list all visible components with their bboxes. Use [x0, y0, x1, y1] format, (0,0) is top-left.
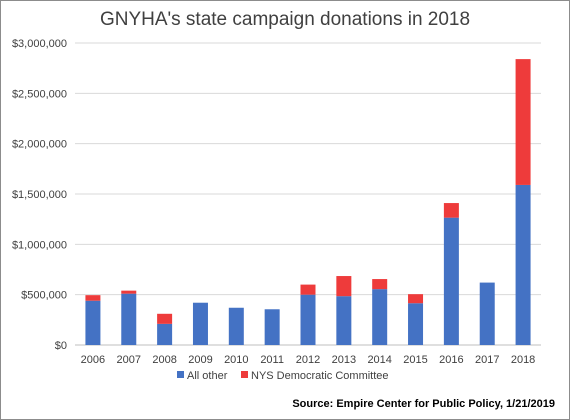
bar-segment-all-other	[479, 282, 495, 345]
chart-title: GNYHA's state campaign donations in 2018	[100, 9, 470, 30]
y-axis-labels: $0 $500,000 $1,000,000 $1,500,000 $2,000,000…	[12, 38, 67, 352]
bar-segment-nys-democratic-committee	[515, 59, 531, 185]
bars	[85, 59, 531, 345]
gridlines	[75, 42, 541, 346]
bar-segment-all-other	[372, 289, 388, 345]
x-tick-label: 2007	[117, 354, 141, 366]
bar-segment-all-other	[300, 294, 316, 345]
bar-segment-all-other	[192, 302, 208, 345]
y-tick-label: $1,500,000	[12, 189, 67, 201]
bar-segment-nys-democratic-committee	[372, 279, 388, 290]
x-tick-label: 2016	[439, 354, 463, 366]
bar-segment-nys-democratic-committee	[300, 284, 316, 295]
x-tick-label: 2018	[511, 354, 535, 366]
legend-label: All other	[187, 370, 228, 382]
legend-label: NYS Democratic Committee	[251, 370, 389, 382]
x-tick-label: 2008	[152, 354, 176, 366]
x-tick-label: 2013	[332, 354, 356, 366]
x-tick-label: 2006	[81, 354, 105, 366]
y-tick-label: $1,000,000	[12, 239, 67, 251]
y-tick-label: $2,000,000	[12, 139, 67, 151]
bar-segment-all-other	[264, 309, 280, 345]
bar-segment-nys-democratic-committee	[85, 295, 101, 301]
x-tick-label: 2009	[188, 354, 212, 366]
x-tick-label: 2010	[224, 354, 248, 366]
bar-segment-all-other	[443, 217, 459, 345]
y-tick-label: $500,000	[21, 290, 67, 302]
x-axis-labels: 2006 2007 2008 2009 2010 2011 2012 2013 2014 2015…	[81, 354, 536, 366]
bar-segment-all-other	[121, 293, 137, 345]
legend-swatch	[241, 371, 248, 378]
source-note: Source: Empire Center for Public Policy,…	[292, 398, 555, 410]
y-tick-label: $0	[55, 340, 67, 352]
bar-segment-nys-democratic-committee	[408, 294, 424, 304]
bar-segment-all-other	[336, 296, 352, 345]
x-tick-label: 2011	[260, 354, 284, 366]
x-tick-label: 2017	[475, 354, 499, 366]
bar-segment-nys-democratic-committee	[336, 276, 352, 297]
legend-swatch	[177, 371, 184, 378]
bar-segment-nys-democratic-committee	[157, 313, 173, 324]
bar-segment-all-other	[157, 323, 173, 345]
bar-segment-all-other	[85, 300, 101, 345]
bar-segment-all-other	[515, 184, 531, 345]
y-tick-label: $2,500,000	[12, 88, 67, 100]
bar-segment-nys-democratic-committee	[121, 290, 137, 294]
legend: All other NYS Democratic Committee	[177, 370, 389, 382]
x-tick-label: 2012	[296, 354, 320, 366]
bar-segment-all-other	[408, 303, 424, 345]
x-tick-label: 2015	[403, 354, 427, 366]
x-tick-label: 2014	[367, 354, 391, 366]
bar-segment-all-other	[228, 307, 244, 345]
bar-segment-nys-democratic-committee	[443, 203, 459, 218]
y-tick-label: $3,000,000	[12, 38, 67, 50]
